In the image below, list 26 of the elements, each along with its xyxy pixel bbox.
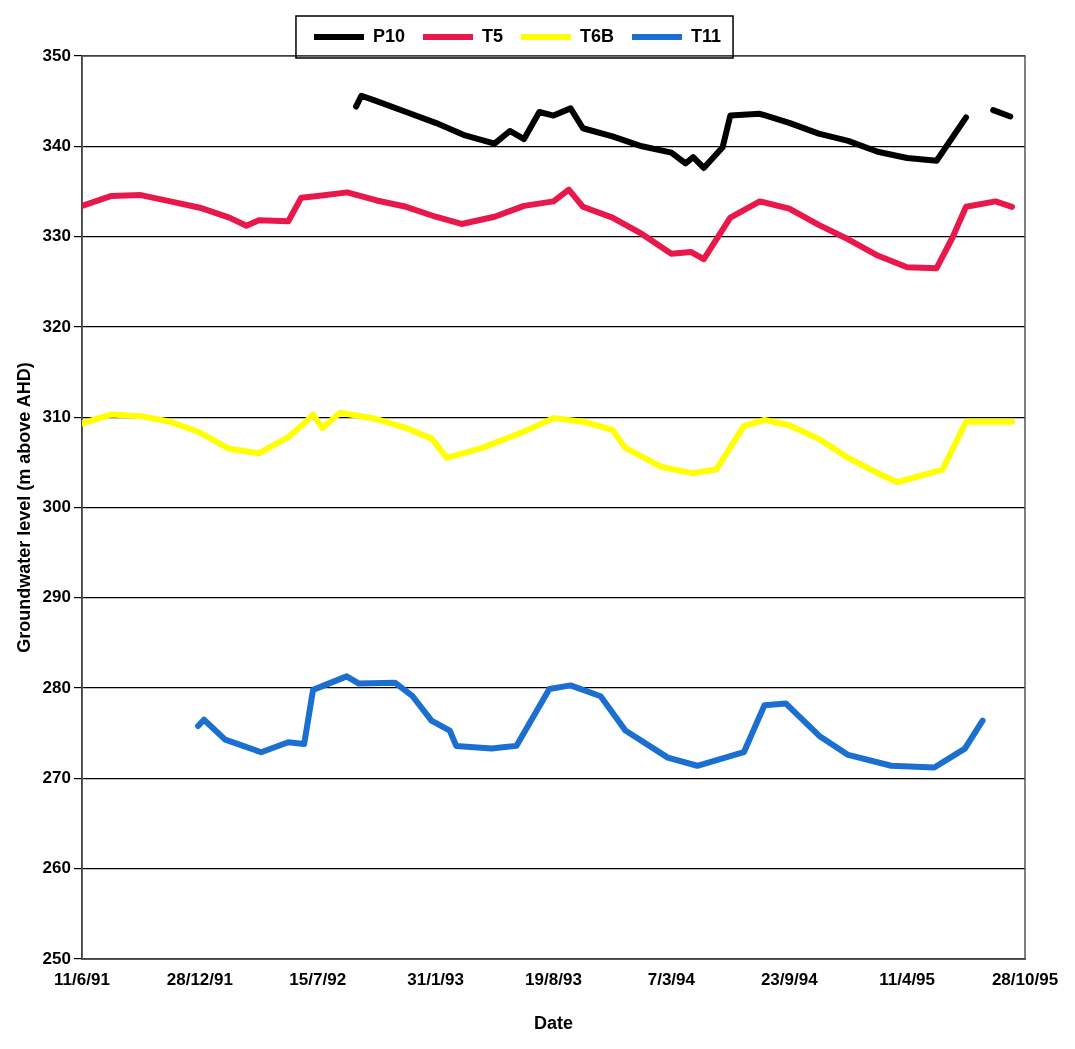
x-tick-label: 19/8/93 (525, 969, 582, 989)
x-axis-title: Date (533, 1013, 573, 1034)
y-tick-label: 270 (42, 768, 71, 788)
legend-label: P10 (372, 25, 405, 46)
y-tick-label: 260 (42, 858, 71, 878)
y-tick-label: 340 (42, 135, 71, 155)
y-tick-label: 280 (42, 677, 71, 697)
y-tick-label: 330 (42, 226, 71, 246)
y-tick-label: 290 (42, 587, 71, 607)
legend-label: T5 (482, 25, 504, 46)
y-axis-title: Groundwater level (m above AHD) (13, 362, 34, 653)
y-tick-label: 310 (42, 406, 71, 426)
legend-label: T11 (691, 25, 722, 46)
legend-label: T6B (580, 25, 615, 46)
x-tick-label: 31/1/93 (407, 969, 464, 989)
x-tick-label: 28/12/91 (166, 969, 233, 989)
x-tick-label: 28/10/95 (991, 969, 1059, 989)
y-tick-label: 300 (42, 497, 71, 517)
x-tick-label: 15/7/92 (289, 969, 347, 989)
x-tick-label: 11/6/91 (54, 969, 110, 989)
x-tick-label: 11/4/95 (879, 969, 936, 989)
y-tick-label: 320 (42, 316, 71, 336)
y-tick-label: 250 (42, 948, 71, 968)
x-tick-label: 23/9/94 (760, 969, 819, 989)
x-tick-label: 7/3/94 (647, 969, 696, 989)
y-tick-label: 350 (42, 45, 71, 65)
